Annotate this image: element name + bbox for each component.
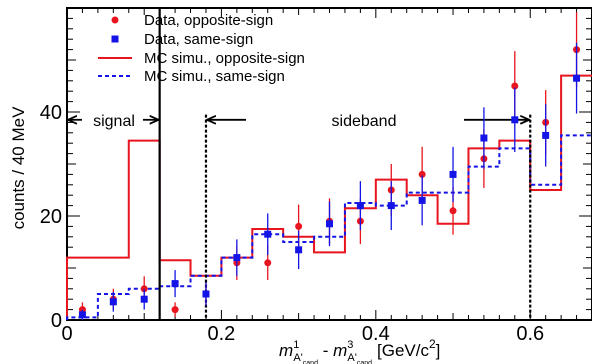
data-point: [264, 230, 272, 238]
x-title-m1: m: [279, 341, 293, 360]
data-point: [295, 222, 303, 230]
data-point: [295, 246, 303, 254]
histogram-step-line: [66, 74, 592, 320]
data-point: [511, 116, 519, 124]
x-unit-text: [GeV/c: [377, 341, 429, 360]
legend-marker-square: [111, 35, 119, 43]
data-point: [480, 134, 488, 142]
x-title-sep: -: [318, 341, 333, 360]
data-point: [511, 82, 519, 90]
data-point: [387, 202, 395, 210]
x-title-sup1: 1: [293, 339, 299, 351]
region-markers: signal sideband: [68, 8, 532, 320]
x-unit-sup: 2: [429, 337, 436, 351]
data-point: [418, 170, 426, 178]
x-axis-unit: [GeV/c2]: [377, 337, 440, 360]
x-tick-label: 0.4: [362, 323, 390, 345]
x-title-sub2: A': [347, 352, 356, 364]
legend-label: MC simu., opposite-sign: [144, 50, 305, 67]
data-point: [171, 280, 179, 288]
axis-ticks: [66, 7, 592, 321]
legend-label: Data, same-sign: [144, 31, 253, 48]
data-point: [233, 254, 241, 262]
y-axis-title: counts / 40 MeV: [9, 106, 28, 230]
data-points-same-sign: [78, 42, 581, 320]
data-point: [326, 220, 333, 228]
signal-label: signal: [93, 113, 135, 130]
sideband-label: sideband: [332, 113, 397, 130]
data-point: [356, 202, 364, 210]
data-point: [140, 295, 148, 303]
data-point: [264, 259, 272, 267]
data-point: [542, 131, 550, 139]
data-point: [418, 196, 426, 204]
data-point: [449, 170, 457, 178]
data-point: [449, 207, 457, 215]
x-title-m2: m: [333, 341, 347, 360]
y-tick-label: 40: [40, 102, 62, 124]
data-point: [202, 290, 210, 298]
x-unit-end: ]: [436, 341, 441, 360]
x-tick-label: 0: [61, 323, 72, 345]
data-point: [78, 311, 86, 319]
x-title-sub2b: cand: [357, 360, 372, 364]
y-tick-label: 20: [40, 206, 62, 228]
x-tick-label: 0.2: [208, 323, 236, 345]
data-point: [171, 306, 179, 314]
data-point: [573, 74, 581, 82]
legend-marker-circle: [111, 16, 119, 24]
x-tick-label: 0.6: [516, 323, 544, 345]
x-title-sup2: 3: [347, 339, 353, 351]
y-tick-label: 0: [51, 310, 62, 332]
legend: Data, opposite-sign Data, same-sign MC sim…: [98, 12, 305, 85]
legend-label: MC simu., same-sign: [144, 68, 285, 85]
x-axis-title: m1 A'cand - m3 A'cand: [279, 339, 372, 364]
x-title-sub1: A': [293, 352, 302, 364]
legend-label: Data, opposite-sign: [144, 12, 273, 29]
x-title-sub1b: cand: [303, 360, 318, 364]
data-point: [109, 298, 117, 306]
mc-histogram-opposite-sign: [66, 74, 592, 320]
